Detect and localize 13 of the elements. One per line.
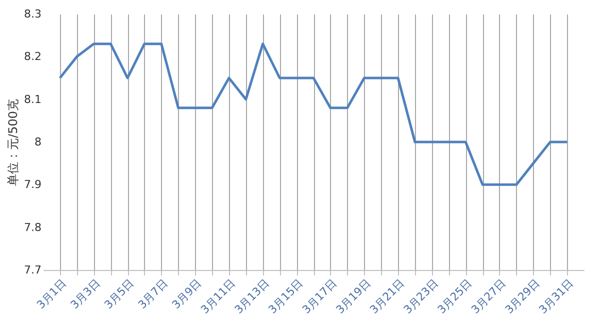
x-tick-label: 3月5日 [102, 276, 137, 312]
y-tick-label: 7.9 [24, 178, 42, 192]
x-tick-label: 3月3日 [68, 276, 103, 312]
line-series [58, 42, 568, 186]
y-tick-label: 7.8 [24, 220, 42, 234]
y-tick-label: 8.3 [24, 8, 42, 20]
y-axis-title: 单位：元/500克 [6, 99, 20, 186]
y-tick-label: 7.7 [24, 264, 42, 276]
x-tick-label: 3月7日 [136, 276, 170, 312]
y-tick-label: 8.1 [24, 92, 42, 106]
y-tick-label: 8.2 [24, 50, 42, 64]
x-tick-label: 3月1日 [34, 276, 69, 312]
y-tick-label: 8 [34, 136, 42, 148]
